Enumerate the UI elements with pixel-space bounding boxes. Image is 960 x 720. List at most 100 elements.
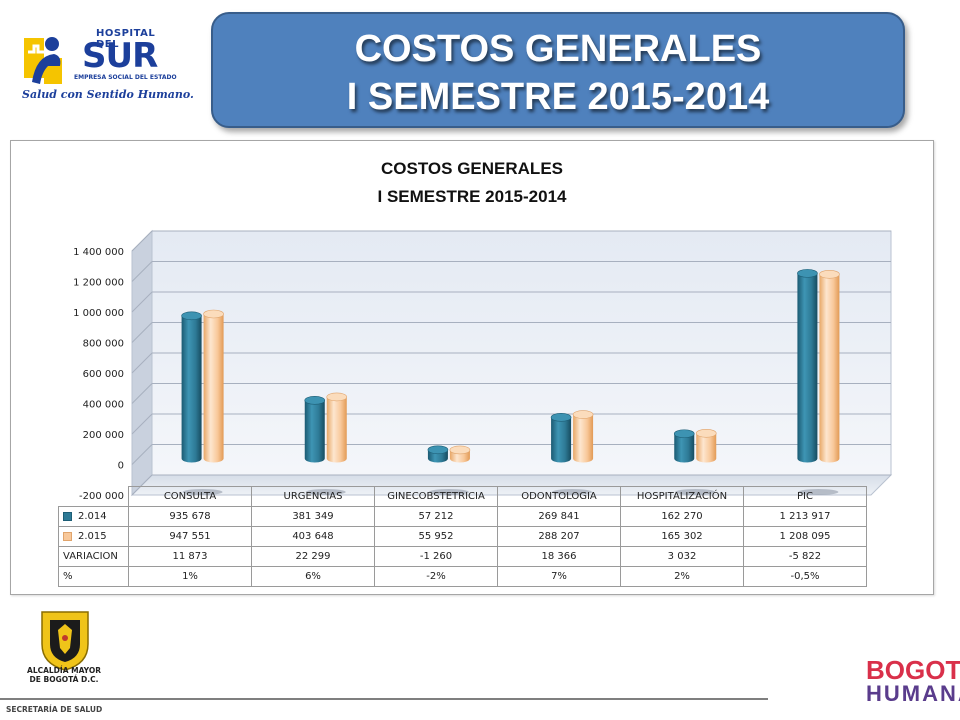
table-cell: 11 873: [128, 546, 252, 567]
gridline-side: [131, 230, 153, 252]
y-tick-label: 600 000: [83, 369, 124, 380]
bar-top-2.015-PIC: [819, 269, 840, 279]
bar-2.015-PIC: [819, 274, 840, 463]
footer-divider: [0, 698, 768, 700]
bar-2.014-HOSPITALIZACIÓN: [674, 433, 695, 463]
table-category-header: HOSPITALIZACIÓN: [620, 486, 744, 507]
hospital-figure-icon: [24, 37, 62, 84]
bar-top-2.014-ODONTOLOGIA: [550, 413, 572, 422]
bar-2.015-CONSULTA: [203, 313, 224, 463]
logo-slogan: Salud con Sentido Humano.: [22, 88, 194, 101]
legend-label: 2.015: [78, 531, 107, 542]
table-row-label: %: [58, 566, 129, 587]
title-banner: COSTOS GENERALES I SEMESTRE 2015-2014: [211, 12, 905, 128]
gridline-side: [131, 352, 153, 374]
gridline-side: [131, 413, 153, 435]
bogota-humana-logo: BOGOTÁ HUMANA: [866, 655, 960, 706]
bar-top-2.015-ODONTOLOGIA: [572, 410, 594, 419]
table-category-header: PIC: [743, 486, 867, 507]
bar-2.015-HOSPITALIZACIÓN: [696, 433, 717, 463]
bar-2.014-URGENCIAS: [304, 400, 325, 463]
logo-sur-text: SUR: [82, 36, 158, 76]
bar-2.015-ODONTOLOGIA: [573, 414, 594, 463]
table-row-label: VARIACION: [58, 546, 129, 567]
table-cell: 1 208 095: [743, 526, 867, 547]
table-row: VARIACION 11 873 22 299 -1 260 18 366 3 032 -5…: [58, 546, 867, 567]
y-tick-label: 1 200 000: [73, 278, 124, 289]
table-cell: 55 952: [374, 526, 498, 547]
table-cell: -5 822: [743, 546, 867, 567]
bar-top-2.015-CONSULTA: [203, 309, 224, 319]
table-cell: 22 299: [251, 546, 375, 567]
table-cell: -1 260: [374, 546, 498, 567]
table-series-label: 2.015: [58, 526, 129, 547]
gridline-side: [131, 322, 153, 343]
gridline-side: [131, 261, 153, 282]
table-cell: 269 841: [497, 506, 621, 527]
table-cell: 1 213 917: [743, 506, 867, 527]
table-cell: 288 207: [497, 526, 621, 547]
y-tick-label: 1 400 000: [73, 247, 124, 258]
chart-frame: COSTOS GENERALES I SEMESTRE 2015-2014 -2…: [10, 140, 934, 595]
gridline-side: [131, 291, 153, 313]
banner-title-line1: COSTOS GENERALES: [354, 28, 762, 70]
y-tick-label: 0: [118, 461, 124, 472]
table-series-label: 2.014: [58, 506, 129, 527]
y-tick-label: 800 000: [83, 339, 124, 350]
bar-top-2.015-URGENCIAS: [326, 392, 348, 402]
table-cell: 7%: [497, 566, 621, 587]
y-tick-label: 200 000: [83, 430, 124, 441]
table-header-row: CONSULTA URGENCIAS GINECOBSTETRICIA ODONTOL…: [58, 486, 867, 507]
gridline-side: [131, 444, 153, 465]
table-row: 2.015 947 551 403 648 55 952 288 207 165 302 1…: [58, 526, 867, 547]
table-cell: 6%: [251, 566, 375, 587]
alcaldia-line1: ALCALDÍA MAYOR: [27, 666, 101, 675]
table-row: % 1% 6% -2% 7% 2% -0,5%: [58, 566, 867, 587]
table-cell: 162 270: [620, 506, 744, 527]
bar-top-2.015-GINECOBSTETRICIA: [449, 445, 471, 455]
bar-top-2.014-GINECOBSTETRICIA: [427, 445, 449, 455]
bogota-coat-of-arms-icon: [41, 611, 89, 671]
bar-top-2.015-HOSPITALIZACIÓN: [695, 428, 717, 438]
table-category-header: URGENCIAS: [251, 486, 375, 507]
hospital-logo: HOSPITAL DEL SUR EMPRESA SOCIAL DEL ESTA…: [18, 18, 194, 108]
table-cell: 3 032: [620, 546, 744, 567]
table-corner: [58, 486, 129, 507]
table-category-header: GINECOBSTETRICIA: [374, 486, 498, 507]
table-cell: 947 551: [128, 526, 252, 547]
bar-top-2.014-PIC: [797, 269, 818, 278]
bar-2.014-ODONTOLOGIA: [551, 417, 572, 463]
table-cell: -0,5%: [743, 566, 867, 587]
table-cell: 935 678: [128, 506, 252, 527]
y-tick-label: 400 000: [83, 400, 124, 411]
legend-key-icon: [63, 531, 72, 541]
logo-hospital-text: HOSPITAL DEL: [96, 28, 156, 50]
table-cell: -2%: [374, 566, 498, 587]
y-tick-label: 1 000 000: [73, 308, 124, 319]
chart-data-table: CONSULTA URGENCIAS GINECOBSTETRICIA ODONTOL…: [58, 486, 867, 587]
table-cell: 57 212: [374, 506, 498, 527]
alcaldia-line2: DE BOGOTÁ D.C.: [29, 675, 99, 684]
table-row: 2.014 935 678 381 349 57 212 269 841 162 270 1…: [58, 506, 867, 527]
table-category-header: CONSULTA: [128, 486, 252, 507]
banner-title-line2: I SEMESTRE 2015-2014: [346, 76, 770, 118]
legend-key-icon: [63, 511, 72, 521]
chart-title-line1: COSTOS GENERALES: [381, 159, 563, 178]
table-cell: 165 302: [620, 526, 744, 547]
alcaldia-label: ALCALDÍA MAYOR DE BOGOTÁ D.C.: [14, 666, 114, 684]
logo-empresa-text: EMPRESA SOCIAL DEL ESTADO: [74, 74, 177, 81]
table-cell: 1%: [128, 566, 252, 587]
table-cell: 403 648: [251, 526, 375, 547]
table-cell: 381 349: [251, 506, 375, 527]
table-cell: 18 366: [497, 546, 621, 567]
bar-2.015-URGENCIAS: [326, 396, 347, 463]
humana-logo-text: HUMANA: [866, 681, 960, 706]
bogota-logo-text: BOGOTÁ: [866, 655, 960, 685]
secretaria-label: SECRETARÍA DE SALUD: [6, 705, 103, 714]
gridline-side: [131, 383, 153, 404]
bar-2.014-CONSULTA: [181, 315, 202, 463]
bar-top-2.014-CONSULTA: [181, 311, 202, 321]
bar-top-2.014-HOSPITALIZACIÓN: [673, 429, 695, 439]
chart-title-line2: I SEMESTRE 2015-2014: [378, 187, 568, 206]
table-category-header: ODONTOLOGIA: [497, 486, 621, 507]
